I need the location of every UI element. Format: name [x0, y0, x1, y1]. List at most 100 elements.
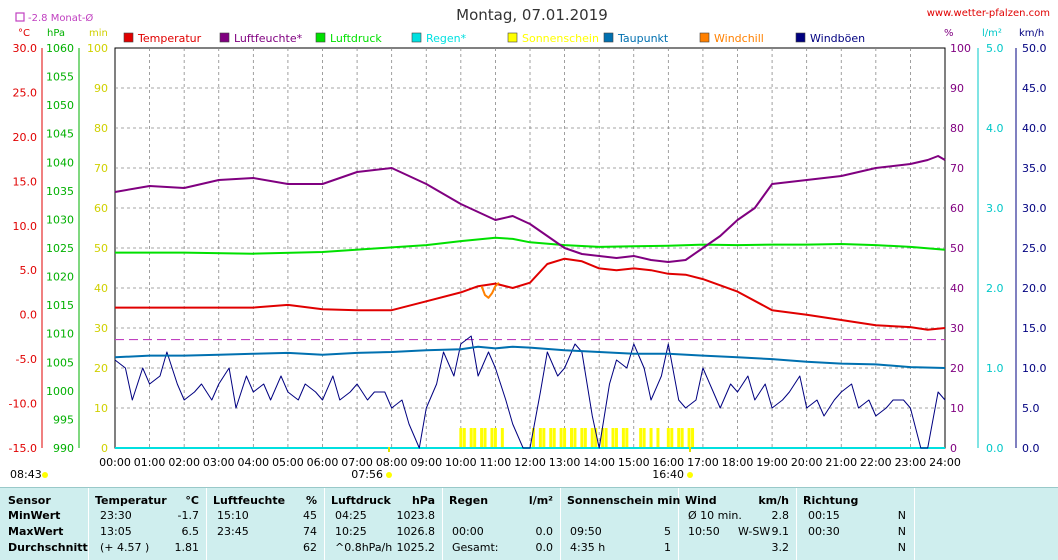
stats-press-value: 1025.2 [396, 541, 436, 554]
y-tick-label-humidity_pct: 30 [950, 322, 964, 335]
sunshine-bar [590, 428, 594, 448]
stats-column [796, 488, 915, 560]
stats-column [206, 488, 325, 560]
y-tick-label-humidity_pct: 0 [950, 442, 957, 455]
legend-label: Regen* [426, 32, 467, 45]
sunshine-bar [625, 428, 629, 448]
axes: 00:00 01:00 02:00 03:00 04:00 05:00 06:00 07:00… [9, 42, 1047, 469]
y-tick-label-humidity_pct: 90 [950, 82, 964, 95]
y-tick-label-wind_kmh: 45.0 [1022, 82, 1047, 95]
stats-header-unit: % [305, 494, 317, 507]
stats-row-label: MaxWert [8, 525, 64, 538]
y-tick-label-pressure_hpa: 1010 [46, 328, 74, 341]
y-tick-label-temp_c: 25.0 [13, 86, 38, 99]
legend-label: Taupunkt [617, 32, 669, 45]
stats-sun-time: 09:50 [570, 525, 602, 538]
sunshine-bar [542, 428, 546, 448]
y-tick-label-minutes: 20 [94, 362, 108, 375]
y-tick-label-humidity_pct: 100 [950, 42, 971, 55]
sunshine-bar [670, 428, 674, 448]
legend-swatch [507, 32, 518, 43]
stats-wind-time: 10:50 [688, 525, 720, 538]
y-tick-label-pressure_hpa: 1035 [46, 185, 74, 198]
stats-sun-value: 1 [664, 541, 671, 554]
y-tick-label-minutes: 70 [94, 162, 108, 175]
series-line-windchill [480, 281, 500, 299]
y-tick-label-minutes: 10 [94, 402, 108, 415]
sunset-marker: 16:40 [652, 447, 693, 481]
y-tick-label-pressure_hpa: 1020 [46, 271, 74, 284]
y-tick-label-wind_kmh: 30.0 [1022, 202, 1047, 215]
sunshine-bar [580, 428, 584, 448]
y-tick-label-wind_kmh: 10.0 [1022, 362, 1047, 375]
x-tick-label: 00:00 [99, 456, 131, 469]
stats-header-unit: l/m² [528, 494, 553, 507]
y-tick-label-wind_kmh: 40.0 [1022, 122, 1047, 135]
stats-row-label: MinWert [8, 509, 61, 522]
y-tick-label-pressure_hpa: 1040 [46, 156, 74, 169]
y-tick-label-wind_kmh: 25.0 [1022, 242, 1047, 255]
x-tick-label: 11:00 [480, 456, 512, 469]
stats-wind-value: 2.8 [771, 509, 790, 522]
x-tick-label: 15:00 [618, 456, 650, 469]
sunshine-bar [462, 428, 466, 448]
y-tick-label-temp_c: -10.0 [9, 398, 37, 411]
y-tick-label-rain_lm2: 5.0 [986, 42, 1004, 55]
x-tick-label: 17:00 [687, 456, 719, 469]
stats-header-unit: °C [185, 494, 199, 507]
y-tick-label-wind_kmh: 50.0 [1022, 42, 1047, 55]
stats-temp-time: (+ 4.57 ) [100, 541, 150, 554]
statistics-table: Sensor Temperatur °C Luftfeuchte% Luftdruck h… [0, 487, 1058, 560]
stats-column [678, 488, 797, 560]
y-tick-label-minutes: 0 [101, 442, 108, 455]
sunshine-bar [573, 428, 577, 448]
sunshine-bar [469, 428, 473, 448]
stats-header-sunshine: Sonnenschein min [567, 494, 681, 507]
sunshine-bar [500, 428, 504, 448]
sunshine-bar [594, 428, 598, 448]
sunshine-bar [656, 428, 660, 448]
sunshine-bar [687, 428, 691, 448]
stats-hum-time: 23:45 [217, 525, 249, 538]
y-tick-label-pressure_hpa: 1030 [46, 213, 74, 226]
y-tick-label-rain_lm2: 1.0 [986, 362, 1004, 375]
legend-swatch [795, 32, 806, 43]
y-tick-label-wind_kmh: 5.0 [1022, 402, 1040, 415]
stats-temp-value: 6.5 [181, 525, 200, 538]
legend-label: Luftfeuchte* [234, 32, 303, 45]
y-tick-label-minutes: 60 [94, 202, 108, 215]
website-label: www.wetter-pfalzen.com [927, 8, 1050, 19]
series-line-luftfeuchte [114, 155, 946, 263]
sunshine-bar [680, 428, 684, 448]
stats-temp-time: 13:05 [100, 525, 132, 538]
stats-sun-value: 5 [664, 525, 671, 538]
sunshine-bar [559, 428, 563, 448]
x-tick-label: 14:00 [583, 456, 615, 469]
y-tick-label-humidity_pct: 10 [950, 402, 964, 415]
x-tick-label: 01:00 [134, 456, 166, 469]
x-tick-label: 13:00 [549, 456, 581, 469]
y-tick-label-pressure_hpa: 1060 [46, 42, 74, 55]
sunshine-bar [666, 428, 670, 448]
now-time: 08:43 [10, 468, 42, 481]
grid [115, 48, 945, 448]
y-tick-label-minutes: 90 [94, 82, 108, 95]
unit-wind: km/h [1019, 28, 1044, 39]
stats-header-temperature: Temperatur [95, 494, 167, 507]
stats-dir-time: 00:15 [808, 509, 840, 522]
stats-wind-time: Ø 10 min. [688, 509, 742, 522]
legend-swatch [123, 32, 134, 43]
x-tick-label: 20:00 [791, 456, 823, 469]
sunshine-bar [473, 428, 477, 448]
stats-header-humidity: Luftfeuchte [213, 494, 286, 507]
stats-rain-value: 0.0 [535, 525, 554, 538]
weather-chart: 00:00 01:00 02:00 03:00 04:00 05:00 06:00 07:00… [9, 6, 1050, 481]
stats-column [560, 488, 679, 560]
stats-header-rain: Regen [449, 494, 489, 507]
stats-hum-value: 62 [303, 541, 317, 554]
stats-dir-value: N [897, 541, 906, 554]
series-line-temperatur [115, 257, 946, 331]
legend-label: Windchill [714, 32, 764, 45]
x-tick-label: 03:00 [203, 456, 235, 469]
legend-swatch [219, 32, 230, 43]
